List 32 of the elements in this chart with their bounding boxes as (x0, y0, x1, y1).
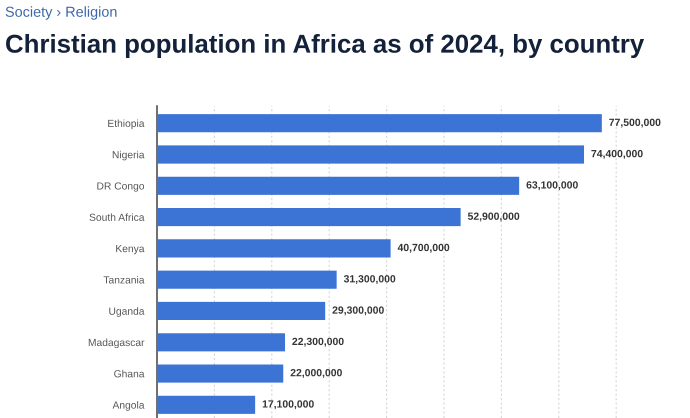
data-label: 52,900,000 (468, 212, 520, 222)
y-tick-label: Angola (112, 401, 144, 411)
data-label: 77,500,000 (609, 118, 660, 128)
y-tick-label: Madagascar (88, 338, 144, 348)
data-label: 31,300,000 (344, 275, 396, 284)
data-label: 74,400,000 (591, 150, 643, 159)
chart-title: Christian population in Africa as of 2024, by country (6, 34, 644, 58)
y-tick-label: South Africa (90, 213, 144, 221)
y-tick-label: Nigeria (112, 150, 144, 160)
bar (157, 145, 584, 164)
data-label: 40,700,000 (398, 244, 450, 253)
y-tick-label: Ethiopia (108, 119, 144, 130)
bar (157, 396, 256, 414)
bar (157, 208, 461, 226)
bar (157, 302, 326, 320)
bar (157, 333, 285, 352)
data-label: 22,300,000 (292, 338, 344, 347)
bar (157, 239, 391, 258)
data-label: 63,100,000 (526, 181, 578, 190)
data-label: 17,100,000 (262, 400, 314, 410)
text: Society › Religion (6, 6, 116, 20)
y-tick-label: Kenya (116, 245, 144, 254)
y-tick-label: Uganda (109, 307, 144, 317)
data-label: 22,000,000 (290, 368, 342, 378)
y-tick-label: DR Congo (97, 182, 144, 192)
data-label: 29,300,000 (332, 306, 384, 316)
bar (157, 176, 520, 195)
bar (157, 364, 284, 383)
bar (157, 270, 337, 289)
y-tick-label: Tanzania (104, 276, 145, 284)
bar (157, 114, 602, 132)
y-tick-label: Ghana (114, 370, 144, 378)
